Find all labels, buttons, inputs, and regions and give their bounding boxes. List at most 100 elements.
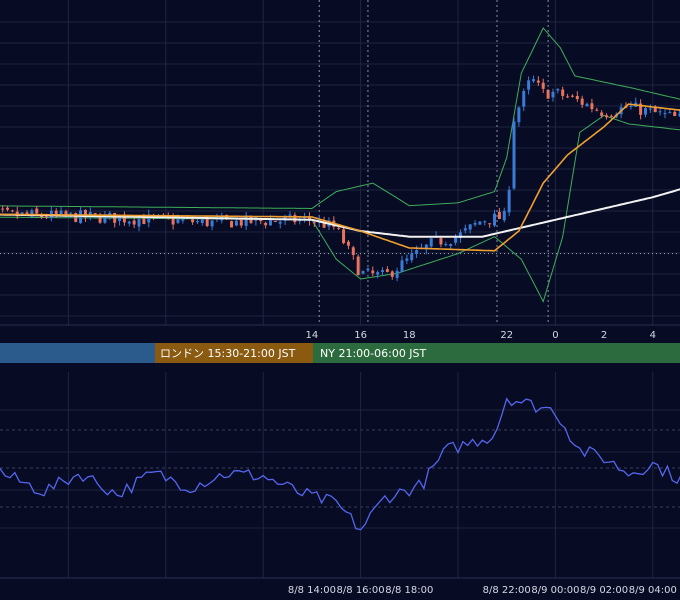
candle-body — [585, 103, 589, 107]
candle-body — [210, 220, 214, 227]
price-panel[interactable]: 14 16 18 22 0 2 4 — [0, 0, 680, 343]
candle-body — [658, 111, 662, 113]
candle-body — [171, 218, 175, 225]
candle-body — [493, 213, 497, 226]
time-tick-label: 16 — [354, 330, 367, 341]
candle-body — [259, 219, 263, 222]
candle-body — [127, 221, 131, 224]
candle-body — [429, 238, 433, 247]
candle-body — [468, 224, 472, 230]
candle-body — [44, 216, 48, 218]
candle-body — [35, 208, 39, 214]
candle-body — [113, 212, 117, 223]
time-tick-label: 0 — [552, 330, 558, 341]
time-tick-label: 14 — [306, 330, 319, 341]
session-london-bar — [155, 343, 313, 363]
indicator-panel[interactable]: 8/8 14:00 8/8 16:00 8/8 18:00 8/8 22:00 8/9 … — [0, 372, 680, 596]
candle-body — [225, 214, 229, 220]
session-band: ロンドン 15:30-21:00 JST NY 21:00-06:00 JST — [0, 343, 680, 363]
candle-body — [541, 82, 545, 89]
candle-body — [25, 212, 29, 215]
candle-body — [648, 108, 652, 110]
candle-body — [395, 270, 399, 279]
candle-body — [390, 271, 394, 277]
candle-body — [668, 112, 672, 114]
candle-body — [663, 113, 667, 115]
candle-body — [264, 222, 268, 226]
candle-body — [522, 90, 526, 107]
candle-body — [605, 115, 609, 118]
candle-body — [454, 237, 458, 243]
candle-body — [556, 89, 560, 91]
time-tick-label: 22 — [500, 330, 513, 341]
candle-body — [502, 210, 506, 221]
candle-body — [137, 219, 141, 227]
candle-body — [361, 271, 365, 274]
candle-body — [381, 270, 385, 272]
candle-body — [536, 80, 540, 83]
ma-short-line — [0, 103, 680, 252]
candle-body — [653, 106, 657, 113]
candle-body — [371, 270, 375, 274]
indicator-line — [0, 397, 680, 531]
candle-body — [20, 212, 24, 215]
candle-body — [561, 89, 565, 96]
candle-body — [176, 219, 180, 223]
candle-body — [366, 268, 370, 271]
indicator-tick-label: 8/8 14:00 — [288, 585, 336, 596]
candle-body — [54, 210, 58, 215]
candle-body — [69, 212, 73, 214]
candle-body — [98, 215, 102, 223]
candle-body — [273, 221, 277, 223]
session-london-label: ロンドン 15:30-21:00 JST — [160, 347, 296, 360]
candle-body — [570, 95, 574, 97]
candle-body — [108, 212, 112, 216]
candle-body — [424, 244, 428, 250]
candle-body — [639, 103, 643, 115]
candle-body — [551, 91, 555, 98]
candle-body — [385, 269, 389, 272]
candle-body — [595, 109, 599, 111]
candle-body — [142, 218, 146, 224]
indicator-tick-label: 8/9 04:00 — [629, 585, 677, 596]
candle-body — [191, 219, 195, 223]
candle-body — [93, 212, 97, 214]
candle-body — [566, 96, 570, 98]
candle-body — [83, 209, 87, 218]
candle-body — [59, 210, 63, 215]
candle-body — [269, 220, 273, 226]
candle-body — [181, 219, 185, 221]
candle-body — [463, 228, 467, 231]
candle-body — [322, 220, 326, 228]
candle-body — [64, 211, 68, 216]
candle-body — [439, 238, 443, 245]
candle-body — [546, 89, 550, 99]
candle-body — [673, 111, 677, 117]
candle-body — [132, 220, 136, 225]
time-axis-strip — [0, 325, 680, 343]
time-tick-label: 18 — [403, 330, 416, 341]
indicator-tick-label: 8/9 00:00 — [531, 585, 579, 596]
candle-body — [200, 218, 204, 224]
candle-body — [147, 214, 151, 223]
candle-body — [643, 108, 647, 115]
candle-body — [405, 258, 409, 261]
candle-body — [473, 222, 477, 225]
candle-body — [449, 244, 453, 246]
session-tokyo-bar — [0, 343, 155, 363]
candle-body — [376, 272, 380, 275]
time-tick-label: 2 — [601, 330, 607, 341]
candle-body — [400, 260, 404, 272]
candle-body — [527, 80, 531, 90]
candle-body — [609, 115, 613, 117]
candle-body — [10, 210, 14, 212]
candle-body — [356, 256, 360, 276]
candle-body — [629, 105, 633, 107]
candle-body — [122, 214, 126, 223]
candle-body — [118, 216, 122, 222]
indicator-tick-label: 8/8 18:00 — [385, 585, 433, 596]
candle-body — [517, 107, 521, 123]
ma-long-line — [0, 188, 680, 238]
candle-body — [30, 210, 34, 217]
indicator-tick-label: 8/9 02:00 — [580, 585, 628, 596]
